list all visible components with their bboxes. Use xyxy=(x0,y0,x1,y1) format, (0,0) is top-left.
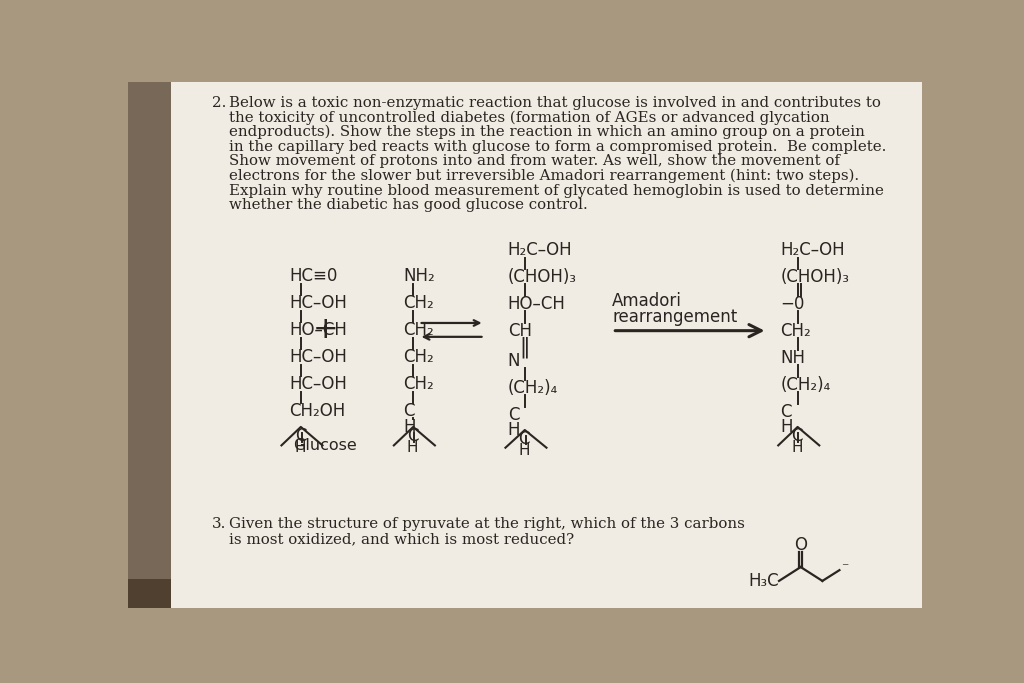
Text: Given the structure of pyruvate at the right, which of the 3 carbons: Given the structure of pyruvate at the r… xyxy=(228,517,744,531)
Text: H₂C–OH: H₂C–OH xyxy=(508,241,572,259)
Text: C: C xyxy=(518,430,530,448)
Text: O: O xyxy=(795,537,807,555)
Text: NH₂: NH₂ xyxy=(403,267,435,285)
Text: C: C xyxy=(403,402,415,420)
Text: (CH₂)₄: (CH₂)₄ xyxy=(508,378,558,397)
Text: 3.: 3. xyxy=(212,517,226,531)
Text: CH₂: CH₂ xyxy=(403,375,434,393)
Text: H: H xyxy=(407,441,419,455)
Text: H: H xyxy=(403,418,416,436)
Text: in the capillary bed reacts with glucose to form a compromised protein.  Be comp: in the capillary bed reacts with glucose… xyxy=(228,140,886,154)
Text: H₂C–OH: H₂C–OH xyxy=(780,241,845,259)
Text: C: C xyxy=(407,427,419,445)
Text: is most oxidized, and which is most reduced?: is most oxidized, and which is most redu… xyxy=(228,533,573,546)
Text: Glucose: Glucose xyxy=(293,438,356,454)
Text: C: C xyxy=(780,402,792,421)
Text: CH₂OH: CH₂OH xyxy=(289,402,345,420)
Bar xyxy=(128,82,171,608)
Text: H₃C: H₃C xyxy=(749,572,779,590)
Text: HO–CH: HO–CH xyxy=(508,295,565,313)
Text: electrons for the slower but irreversible Amadori rearrangement (hint: two steps: electrons for the slower but irreversibl… xyxy=(228,169,859,183)
Text: (CHOH)₃: (CHOH)₃ xyxy=(780,268,850,285)
Text: H: H xyxy=(780,418,793,436)
Text: CH₂: CH₂ xyxy=(403,348,434,366)
Text: H: H xyxy=(792,441,803,455)
Text: whether the diabetic has good glucose control.: whether the diabetic has good glucose co… xyxy=(228,198,588,212)
Text: (CH₂)₄: (CH₂)₄ xyxy=(780,376,830,393)
Text: H: H xyxy=(295,441,306,455)
Text: 2.: 2. xyxy=(212,96,226,110)
Text: HC–OH: HC–OH xyxy=(289,375,347,393)
Text: CH₂: CH₂ xyxy=(780,322,811,339)
Text: +: + xyxy=(312,316,339,344)
Text: C: C xyxy=(508,406,519,423)
Text: H: H xyxy=(508,421,520,439)
Text: N: N xyxy=(508,352,520,370)
Text: C: C xyxy=(792,427,803,445)
Text: NH: NH xyxy=(780,348,806,367)
Text: HO–CH: HO–CH xyxy=(289,321,347,339)
Text: ⁻: ⁻ xyxy=(841,561,848,576)
Text: ‖: ‖ xyxy=(519,336,530,358)
Text: Amadori: Amadori xyxy=(612,292,682,310)
Text: C: C xyxy=(295,427,306,445)
Bar xyxy=(128,579,922,608)
Text: Below is a toxic non-enzymatic reaction that glucose is involved in and contribu: Below is a toxic non-enzymatic reaction … xyxy=(228,96,881,110)
Text: H: H xyxy=(518,443,530,458)
Text: the toxicity of uncontrolled diabetes (formation of AGEs or advanced glycation: the toxicity of uncontrolled diabetes (f… xyxy=(228,111,829,125)
Text: (CHOH)₃: (CHOH)₃ xyxy=(508,268,577,285)
Text: HC≡0: HC≡0 xyxy=(289,267,338,285)
Text: CH: CH xyxy=(508,322,531,339)
Text: CH₂: CH₂ xyxy=(403,294,434,312)
Text: rearrangement: rearrangement xyxy=(612,308,737,326)
Text: Explain why routine blood measurement of glycated hemoglobin is used to determin: Explain why routine blood measurement of… xyxy=(228,184,884,197)
Text: −0: −0 xyxy=(780,295,805,313)
Text: HC–OH: HC–OH xyxy=(289,294,347,312)
Text: endproducts). Show the steps in the reaction in which an amino group on a protei: endproducts). Show the steps in the reac… xyxy=(228,125,864,139)
Text: CH₂: CH₂ xyxy=(403,321,434,339)
Text: HC–OH: HC–OH xyxy=(289,348,347,366)
Text: Show movement of protons into and from water. As well, show the movement of: Show movement of protons into and from w… xyxy=(228,154,840,168)
